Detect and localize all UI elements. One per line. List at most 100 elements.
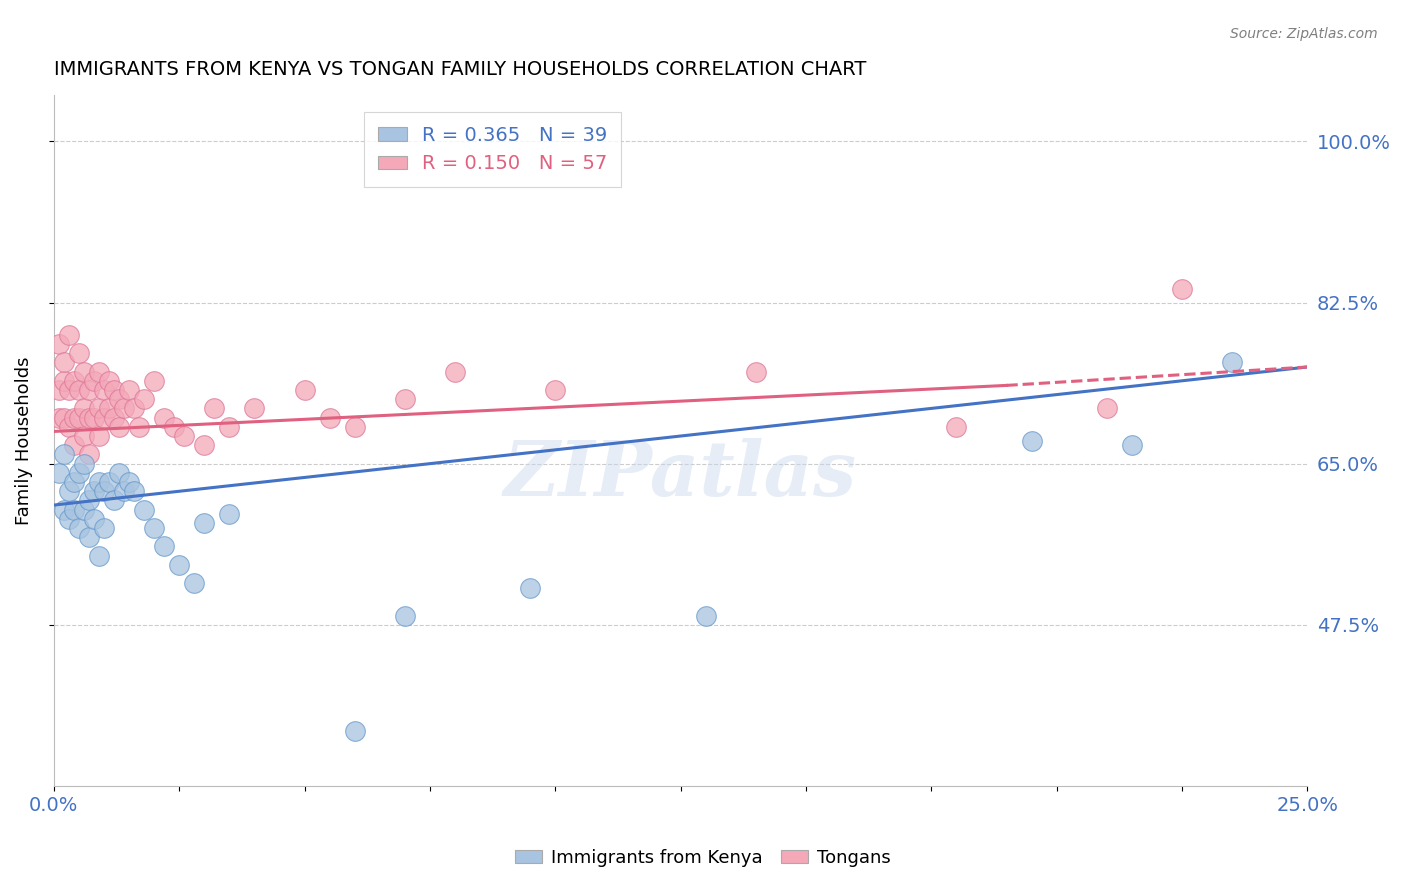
- Point: [153, 410, 176, 425]
- Point: [122, 401, 145, 416]
- Point: [58, 327, 80, 342]
- Point: [294, 383, 316, 397]
- Point: [87, 429, 110, 443]
- Point: [394, 608, 416, 623]
- Point: [93, 484, 115, 499]
- Point: [73, 401, 96, 416]
- Point: [52, 410, 75, 425]
- Point: [118, 475, 141, 489]
- Point: [83, 484, 105, 499]
- Point: [52, 355, 75, 369]
- Point: [163, 420, 186, 434]
- Point: [945, 420, 967, 434]
- Point: [394, 392, 416, 407]
- Point: [1121, 438, 1143, 452]
- Point: [48, 337, 70, 351]
- Point: [1171, 282, 1194, 296]
- Point: [73, 429, 96, 443]
- Point: [128, 420, 150, 434]
- Point: [444, 365, 467, 379]
- Point: [83, 410, 105, 425]
- Point: [52, 374, 75, 388]
- Point: [519, 581, 541, 595]
- Point: [202, 401, 225, 416]
- Point: [58, 512, 80, 526]
- Point: [218, 508, 240, 522]
- Point: [183, 576, 205, 591]
- Point: [83, 512, 105, 526]
- Point: [173, 429, 195, 443]
- Text: ZIPatlas: ZIPatlas: [503, 438, 858, 512]
- Point: [77, 410, 100, 425]
- Point: [67, 466, 90, 480]
- Point: [63, 374, 86, 388]
- Y-axis label: Family Households: Family Households: [15, 357, 32, 524]
- Point: [108, 392, 131, 407]
- Point: [193, 516, 215, 531]
- Point: [103, 410, 125, 425]
- Point: [243, 401, 266, 416]
- Point: [58, 420, 80, 434]
- Point: [98, 374, 121, 388]
- Point: [143, 521, 166, 535]
- Point: [58, 484, 80, 499]
- Point: [1220, 355, 1243, 369]
- Point: [67, 521, 90, 535]
- Point: [87, 365, 110, 379]
- Point: [318, 410, 340, 425]
- Point: [112, 401, 135, 416]
- Point: [112, 484, 135, 499]
- Point: [77, 530, 100, 544]
- Point: [48, 410, 70, 425]
- Point: [218, 420, 240, 434]
- Point: [52, 447, 75, 461]
- Point: [1095, 401, 1118, 416]
- Point: [77, 493, 100, 508]
- Legend: Immigrants from Kenya, Tongans: Immigrants from Kenya, Tongans: [508, 842, 898, 874]
- Point: [73, 365, 96, 379]
- Point: [98, 401, 121, 416]
- Point: [63, 438, 86, 452]
- Point: [153, 540, 176, 554]
- Point: [48, 466, 70, 480]
- Point: [67, 346, 90, 360]
- Point: [52, 502, 75, 516]
- Point: [87, 475, 110, 489]
- Point: [63, 410, 86, 425]
- Point: [67, 383, 90, 397]
- Point: [77, 447, 100, 461]
- Point: [93, 383, 115, 397]
- Point: [143, 374, 166, 388]
- Point: [87, 401, 110, 416]
- Point: [108, 466, 131, 480]
- Point: [132, 502, 155, 516]
- Point: [695, 608, 717, 623]
- Point: [58, 383, 80, 397]
- Point: [1021, 434, 1043, 448]
- Point: [544, 383, 567, 397]
- Point: [87, 549, 110, 563]
- Point: [193, 438, 215, 452]
- Point: [93, 410, 115, 425]
- Point: [103, 383, 125, 397]
- Point: [108, 420, 131, 434]
- Point: [63, 475, 86, 489]
- Text: Source: ZipAtlas.com: Source: ZipAtlas.com: [1230, 27, 1378, 41]
- Point: [118, 383, 141, 397]
- Point: [343, 723, 366, 738]
- Point: [132, 392, 155, 407]
- Point: [343, 420, 366, 434]
- Point: [167, 558, 190, 572]
- Point: [77, 383, 100, 397]
- Legend: R = 0.365   N = 39, R = 0.150   N = 57: R = 0.365 N = 39, R = 0.150 N = 57: [364, 112, 621, 187]
- Point: [98, 475, 121, 489]
- Point: [73, 502, 96, 516]
- Point: [745, 365, 768, 379]
- Point: [93, 521, 115, 535]
- Text: IMMIGRANTS FROM KENYA VS TONGAN FAMILY HOUSEHOLDS CORRELATION CHART: IMMIGRANTS FROM KENYA VS TONGAN FAMILY H…: [53, 60, 866, 78]
- Point: [48, 383, 70, 397]
- Point: [122, 484, 145, 499]
- Point: [73, 457, 96, 471]
- Point: [63, 502, 86, 516]
- Point: [67, 410, 90, 425]
